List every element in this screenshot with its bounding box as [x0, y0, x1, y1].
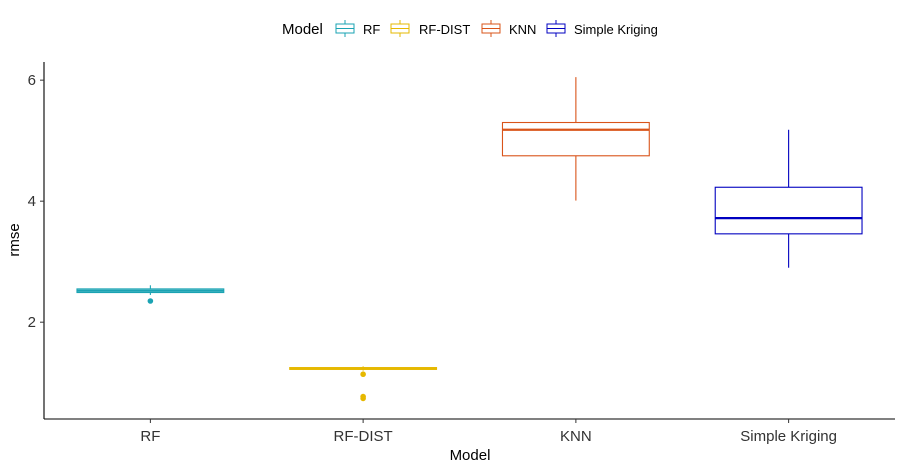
y-axis-title: rmse	[6, 223, 23, 256]
axes: 2 4 6 RF RF-DIST KNN Simple Kriging	[28, 62, 895, 445]
box-rf-dist	[289, 366, 438, 402]
legend-label: Simple Kriging	[574, 22, 658, 37]
legend-label: KNN	[509, 22, 536, 37]
x-tick-label: KNN	[560, 428, 592, 445]
legend-key-rf-dist	[390, 20, 410, 37]
outlier-point	[147, 298, 154, 304]
box-body	[501, 121, 650, 157]
legend-title: Model	[282, 21, 323, 38]
legend: Model RF RF-DIST KNN Simple Kriging	[282, 20, 658, 38]
box-simple-kriging	[714, 129, 863, 268]
outlier-point	[360, 371, 366, 378]
y-tick-label: 6	[28, 72, 36, 89]
x-tick-label: Simple Kriging	[740, 428, 837, 445]
box-knn	[501, 77, 650, 201]
legend-label: RF	[363, 22, 380, 37]
box-body	[714, 186, 863, 235]
legend-key-knn	[481, 20, 501, 37]
outlier-point	[360, 395, 366, 402]
box-rf	[76, 285, 225, 304]
legend-key-rf	[335, 20, 355, 37]
x-tick-label: RF-DIST	[334, 428, 393, 445]
x-tick-label: RF	[140, 428, 160, 445]
legend-label: RF-DIST	[419, 22, 470, 37]
y-tick-label: 2	[28, 314, 36, 331]
y-tick-label: 4	[28, 193, 36, 210]
legend-key-simple-kriging	[546, 20, 566, 37]
x-axis-title: Model	[450, 447, 491, 464]
plot-area	[76, 77, 863, 402]
